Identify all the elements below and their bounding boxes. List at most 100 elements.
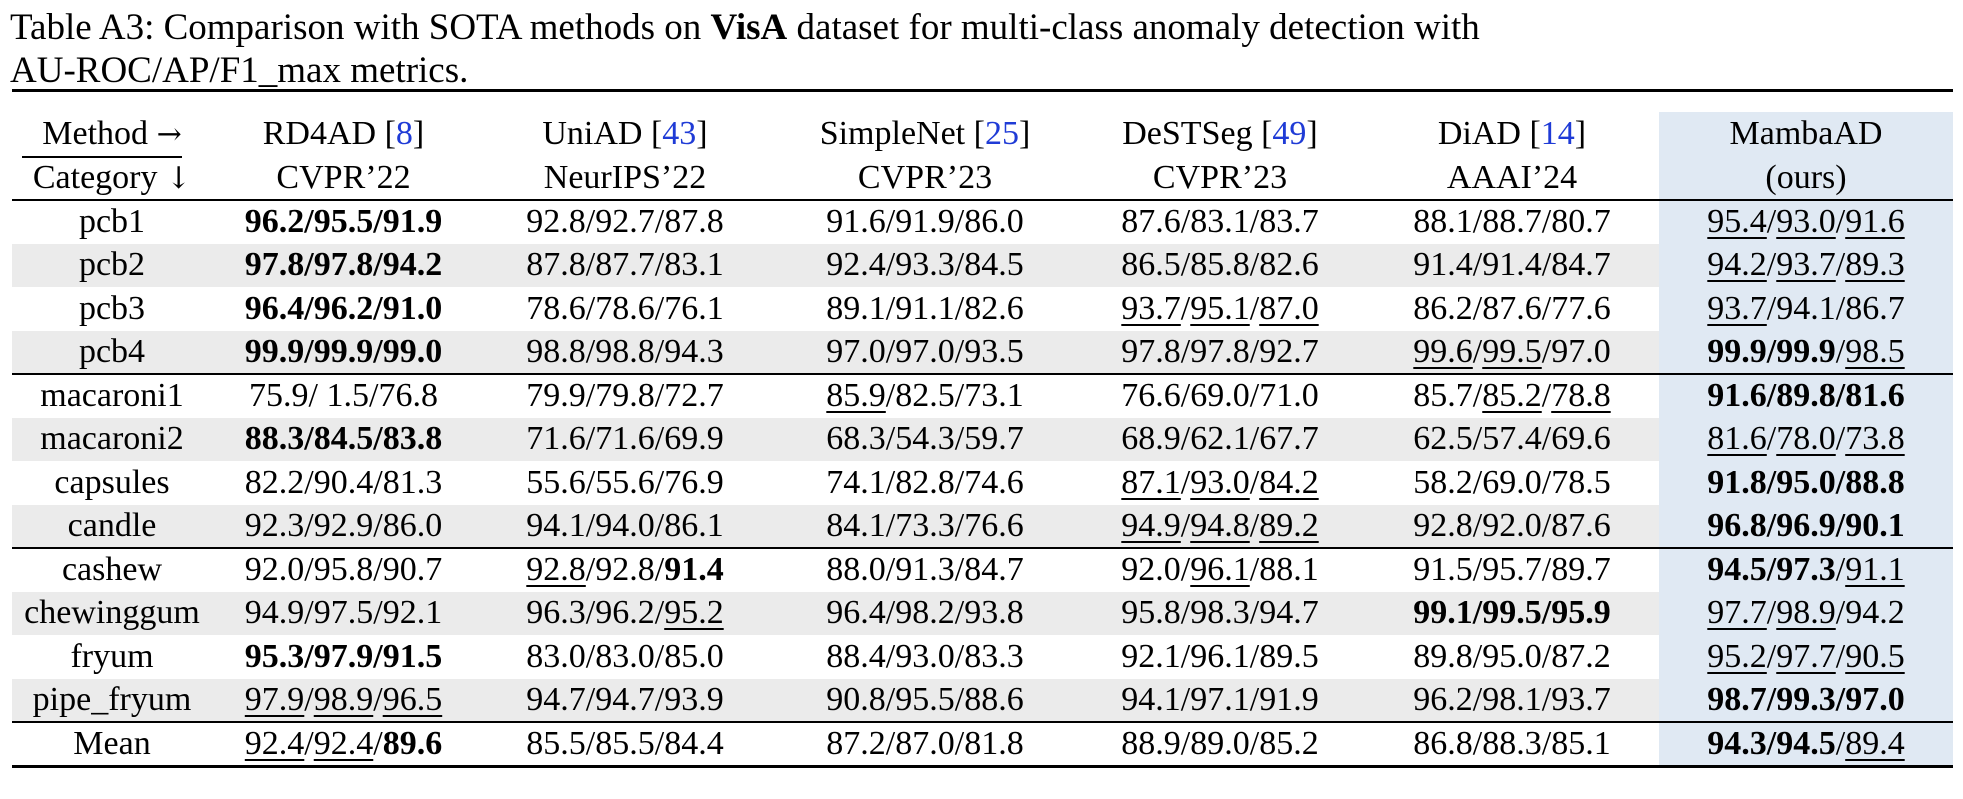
table-bottom-rule xyxy=(12,764,1953,768)
category-cell: candle xyxy=(12,504,212,548)
metric-cell: 88.9/89.0/85.2 xyxy=(1121,724,1319,762)
group-divider-rule xyxy=(12,721,1953,723)
metric-cell: 81.6/78.0/73.8 xyxy=(1659,417,1953,461)
method-name-ours: MambaAD xyxy=(1659,112,1953,156)
method-name: DiAD [14] xyxy=(1437,115,1587,152)
category-cell: chewinggum xyxy=(12,591,212,635)
category-cell: pcb1 xyxy=(78,202,146,240)
method-name: RD4AD [8] xyxy=(262,115,425,152)
metric-cell: 88.0/91.3/84.7 xyxy=(826,550,1024,588)
metric-cell: 93.7/95.1/87.0 xyxy=(1121,289,1319,327)
down-arrow-icon: ↓ xyxy=(166,160,192,196)
header-divider xyxy=(22,156,182,158)
group-divider-rule xyxy=(12,547,1953,549)
metric-cell: 97.9/98.9/96.5 xyxy=(212,678,475,722)
category-cell: pipe_fryum xyxy=(12,678,212,722)
metric-cell: 62.5/57.4/69.6 xyxy=(1365,417,1659,461)
table-row: cashew 92.0/95.8/90.7 92.8/92.8/91.4 88.0/9… xyxy=(12,548,1953,592)
header-row-1: Method → RD4AD [8] UniAD [43] SimpleNet … xyxy=(12,112,1953,156)
metric-cell: 99.9/99.9/98.5 xyxy=(1659,330,1953,374)
metric-cell: 86.8/88.3/85.1 xyxy=(1413,724,1611,762)
metric-cell: 58.2/69.0/78.5 xyxy=(1413,463,1611,501)
metric-cell: 98.7/99.3/97.0 xyxy=(1659,678,1953,722)
table-top-rule xyxy=(12,89,1953,92)
category-cell: capsules xyxy=(54,463,170,501)
metric-cell: 96.4/96.2/91.0 xyxy=(244,289,443,327)
table-body: pcb1 96.2/95.5/91.9 92.8/92.7/87.8 91.6/91.… xyxy=(12,200,1953,766)
metric-cell: 78.6/78.6/76.1 xyxy=(526,289,724,327)
metric-cell: 93.7/94.1/86.7 xyxy=(1659,287,1953,331)
category-cell: pcb4 xyxy=(12,330,212,374)
metric-cell: 94.9/97.5/92.1 xyxy=(212,591,475,635)
metric-cell: 95.3/97.9/91.5 xyxy=(244,637,443,675)
metric-cell: 90.8/95.5/88.6 xyxy=(775,678,1075,722)
metric-cell: 96.8/96.9/90.1 xyxy=(1659,504,1953,548)
citation-link[interactable]: 14 xyxy=(1540,115,1575,152)
metric-cell: 99.6/99.5/97.0 xyxy=(1365,330,1659,374)
metric-cell: 79.9/79.8/72.7 xyxy=(526,376,724,414)
results-table: Method → RD4AD [8] UniAD [43] SimpleNet … xyxy=(12,112,1953,766)
metric-cell: 95.2/97.7/90.5 xyxy=(1659,635,1953,679)
metric-cell: 86.5/85.8/82.6 xyxy=(1075,243,1365,287)
metric-cell: 87.1/93.0/84.2 xyxy=(1121,463,1319,501)
category-cell: cashew xyxy=(61,550,163,588)
metric-cell: 84.1/73.3/76.6 xyxy=(775,504,1075,548)
table-row: pcb4 99.9/99.9/99.0 98.8/98.8/94.3 97.0/97.… xyxy=(12,330,1953,374)
table-caption: Table A3: Comparison with SOTA methods o… xyxy=(10,6,1955,92)
metric-cell: 96.4/98.2/93.8 xyxy=(775,591,1075,635)
method-venue: CVPR’23 xyxy=(857,159,993,196)
category-cell: fryum xyxy=(70,637,154,675)
table-row: pcb1 96.2/95.5/91.9 92.8/92.7/87.8 91.6/91.… xyxy=(12,200,1953,244)
metric-cell: 76.6/69.0/71.0 xyxy=(1121,376,1319,414)
header-row-2: Category ↓ CVPR’22 NeurIPS’22 CVPR’23 CV… xyxy=(12,156,1953,200)
metric-cell: 97.8/97.8/94.2 xyxy=(212,243,475,287)
metric-cell: 82.2/90.4/81.3 xyxy=(244,463,443,501)
category-cell: Mean xyxy=(73,724,151,762)
method-name: UniAD [43] xyxy=(542,115,708,152)
metric-cell: 92.3/92.9/86.0 xyxy=(212,504,475,548)
table-row: pcb3 96.4/96.2/91.0 78.6/78.6/76.1 89.1/91.… xyxy=(12,287,1953,331)
metric-cell: 91.8/95.0/88.8 xyxy=(1659,461,1953,505)
metric-cell: 95.4/93.0/91.6 xyxy=(1659,200,1953,244)
metric-cell: 89.8/95.0/87.2 xyxy=(1413,637,1611,675)
metric-cell: 68.3/54.3/59.7 xyxy=(775,417,1075,461)
method-header: Method → xyxy=(42,114,182,152)
metric-cell: 85.5/85.5/84.4 xyxy=(526,724,724,762)
metric-cell: 68.9/62.1/67.7 xyxy=(1075,417,1365,461)
metric-cell: 87.6/83.1/83.7 xyxy=(1121,202,1319,240)
table-row: macaroni2 88.3/84.5/83.8 71.6/71.6/69.9 68.… xyxy=(12,417,1953,461)
metric-cell: 86.2/87.6/77.6 xyxy=(1413,289,1611,327)
metric-cell: 94.2/93.7/89.3 xyxy=(1659,243,1953,287)
metric-cell: 95.8/98.3/94.7 xyxy=(1075,591,1365,635)
method-name: SimpleNet [25] xyxy=(819,115,1031,152)
metric-cell: 98.8/98.8/94.3 xyxy=(475,330,775,374)
citation-link[interactable]: 43 xyxy=(662,115,697,152)
method-name: DeSTSeg [49] xyxy=(1122,115,1318,152)
metric-cell: 55.6/55.6/76.9 xyxy=(526,463,724,501)
table-row: capsules 82.2/90.4/81.3 55.6/55.6/76.9 74.1… xyxy=(12,461,1953,505)
category-header: Category ↓ xyxy=(12,156,212,200)
metric-cell: 97.0/97.0/93.5 xyxy=(775,330,1075,374)
table-row: candle 92.3/92.9/86.0 94.1/94.0/86.1 84.1/7… xyxy=(12,504,1953,548)
metric-cell: 85.9/82.5/73.1 xyxy=(826,376,1024,414)
header-bottom-rule xyxy=(12,199,1953,201)
table-row: pipe_fryum 97.9/98.9/96.5 94.7/94.7/93.9 90… xyxy=(12,678,1953,722)
metric-cell: 94.9/94.8/89.2 xyxy=(1075,504,1365,548)
citation-link[interactable]: 25 xyxy=(984,115,1019,152)
table-row: macaroni1 75.9/ 1.5/76.8 79.9/79.8/72.7 85.… xyxy=(12,374,1953,418)
metric-cell: 88.4/93.0/83.3 xyxy=(826,637,1024,675)
metric-cell: 96.2/98.1/93.7 xyxy=(1365,678,1659,722)
citation-link[interactable]: 8 xyxy=(395,115,413,152)
method-venue: NeurIPS’22 xyxy=(543,159,707,196)
metric-cell: 75.9/ 1.5/76.8 xyxy=(249,376,438,414)
metric-cell: 92.0/96.1/88.1 xyxy=(1121,550,1319,588)
metric-cell: 97.7/98.9/94.2 xyxy=(1659,591,1953,635)
metric-cell: 92.8/92.0/87.6 xyxy=(1365,504,1659,548)
method-venue: CVPR’23 xyxy=(1152,159,1288,196)
category-cell: macaroni1 xyxy=(40,376,184,414)
metric-cell: 92.0/95.8/90.7 xyxy=(244,550,443,588)
citation-link[interactable]: 49 xyxy=(1272,115,1307,152)
caption-line2: AU-ROC/AP/F1_max metrics. xyxy=(10,50,469,91)
metric-cell: 92.4/92.4/89.6 xyxy=(244,724,443,762)
table-row: fryum 95.3/97.9/91.5 83.0/83.0/85.0 88.4/93… xyxy=(12,635,1953,679)
